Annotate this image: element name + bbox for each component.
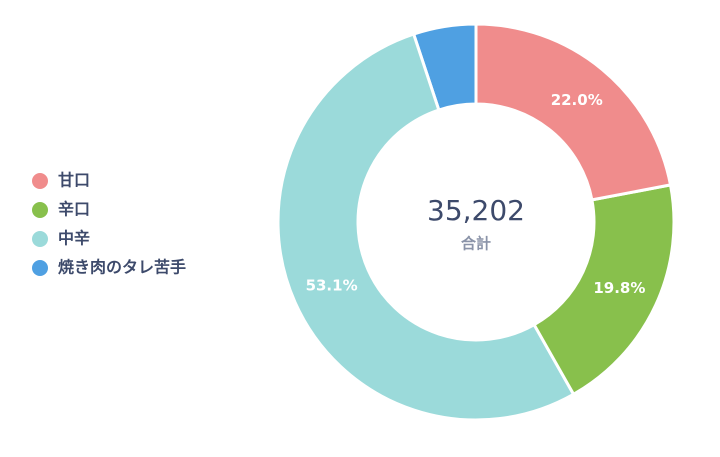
value-label: 22.0% [551,91,603,109]
legend-marker [32,202,48,218]
legend-label: 中辛 [58,229,90,248]
value-label: 19.8% [593,279,645,297]
value-label: 53.1% [306,277,358,295]
legend-marker [32,173,48,189]
total-value: 35,202 [427,194,525,227]
legend-label: 焼き肉のタレ苦手 [58,258,186,277]
legend-label: 辛口 [58,200,90,219]
slice [532,183,676,397]
slice [474,22,673,202]
legend-marker [32,260,48,276]
total-caption: 合計 [460,235,491,253]
slice [276,32,576,422]
legend-marker [32,231,48,247]
legend-label: 甘口 [58,171,90,190]
